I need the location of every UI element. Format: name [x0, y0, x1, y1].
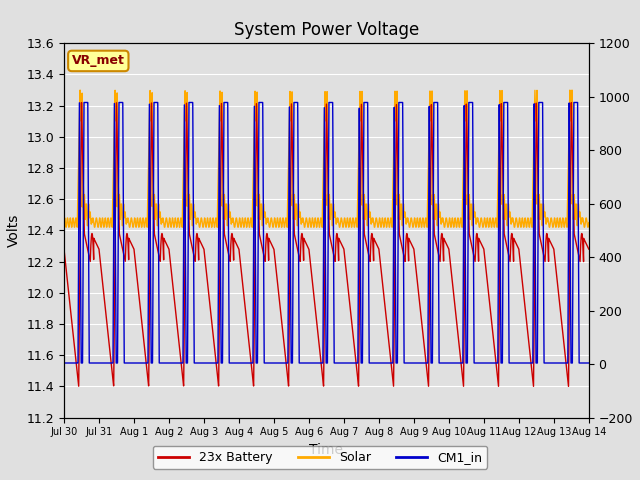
CM1_in	[583, 360, 591, 366]
23x Battery	[167, 264, 175, 269]
23x Battery	[474, 232, 481, 238]
Y-axis label: Volts: Volts	[7, 214, 21, 247]
23x Battery	[583, 242, 591, 248]
23x Battery	[60, 246, 68, 252]
Solar	[60, 220, 68, 226]
Solar	[76, 87, 84, 93]
Title: System Power Voltage: System Power Voltage	[234, 21, 419, 39]
CM1_in	[474, 360, 481, 366]
Solar	[257, 206, 264, 212]
CM1_in	[173, 360, 180, 366]
23x Battery	[399, 247, 406, 253]
Solar	[173, 224, 180, 229]
Text: VR_met: VR_met	[72, 54, 125, 67]
CM1_in	[60, 360, 68, 366]
23x Battery	[77, 100, 85, 106]
23x Battery	[257, 237, 264, 242]
X-axis label: Time: Time	[309, 443, 344, 457]
Solar	[399, 217, 406, 223]
Solar	[583, 220, 591, 226]
Line: 23x Battery: 23x Battery	[64, 103, 589, 386]
Solar	[474, 216, 481, 222]
Line: Solar: Solar	[64, 90, 589, 227]
CM1_in	[80, 99, 88, 105]
Line: CM1_in: CM1_in	[64, 102, 589, 363]
Solar	[62, 224, 70, 230]
Solar	[585, 220, 593, 226]
23x Battery	[585, 246, 593, 252]
CM1_in	[167, 360, 175, 366]
23x Battery	[564, 384, 572, 389]
Legend: 23x Battery, Solar, CM1_in: 23x Battery, Solar, CM1_in	[153, 446, 487, 469]
CM1_in	[399, 99, 406, 105]
CM1_in	[585, 360, 593, 366]
Solar	[167, 224, 175, 230]
CM1_in	[257, 99, 264, 105]
23x Battery	[173, 315, 180, 321]
